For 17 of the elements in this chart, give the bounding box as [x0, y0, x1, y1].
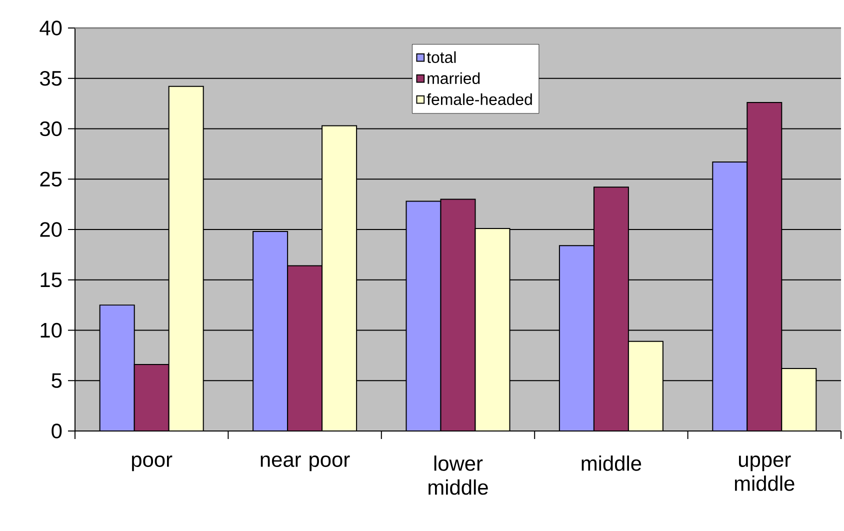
y-tick-label: 35 — [40, 70, 62, 86]
x-tick-label: near poor — [260, 456, 350, 472]
y-tick-label: 40 — [40, 20, 62, 36]
y-tick-label: 20 — [40, 222, 62, 237]
y-tick-label: 15 — [40, 272, 62, 288]
y-tick-label: 30 — [40, 121, 62, 136]
y-tick-label: 25 — [40, 172, 62, 187]
x-tick-label: middle — [582, 456, 642, 471]
y-tick-label: 0 — [52, 424, 62, 438]
y-tick-label: 10 — [40, 322, 62, 338]
legend-label: married — [428, 72, 480, 84]
x-tick-label: lower middle — [428, 456, 488, 495]
y-tick-label: 5 — [52, 373, 62, 388]
x-tick-label: upper middle — [734, 456, 794, 491]
x-tick-label: poor — [132, 456, 172, 472]
legend-label: female-headed — [426, 93, 532, 106]
legend-label: total — [426, 51, 456, 64]
